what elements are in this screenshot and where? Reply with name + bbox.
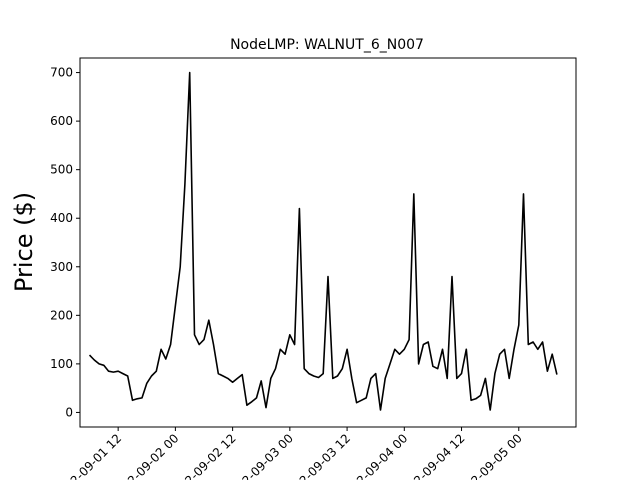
y-tick-label: 100 <box>50 357 73 371</box>
y-tick-label: 700 <box>50 66 73 80</box>
x-tick-label: 2022-09-01 12 <box>52 431 125 480</box>
y-tick-label: 400 <box>50 211 73 225</box>
y-tick-label: 600 <box>50 114 73 128</box>
plot-area <box>79 57 577 428</box>
chart-title: NodeLMP: WALNUT_6_N007 <box>230 37 424 53</box>
y-tick-label: 200 <box>50 308 73 322</box>
y-tick-label: 500 <box>50 163 73 177</box>
price-series-line <box>88 71 558 411</box>
plot-frame <box>79 57 577 428</box>
y-axis-ticks: 0 100 200 300 400 500 600 700 <box>50 66 80 419</box>
y-tick-label: 0 <box>65 405 73 419</box>
y-tick-label: 300 <box>50 260 73 274</box>
y-axis-label: Price ($) <box>10 192 38 292</box>
